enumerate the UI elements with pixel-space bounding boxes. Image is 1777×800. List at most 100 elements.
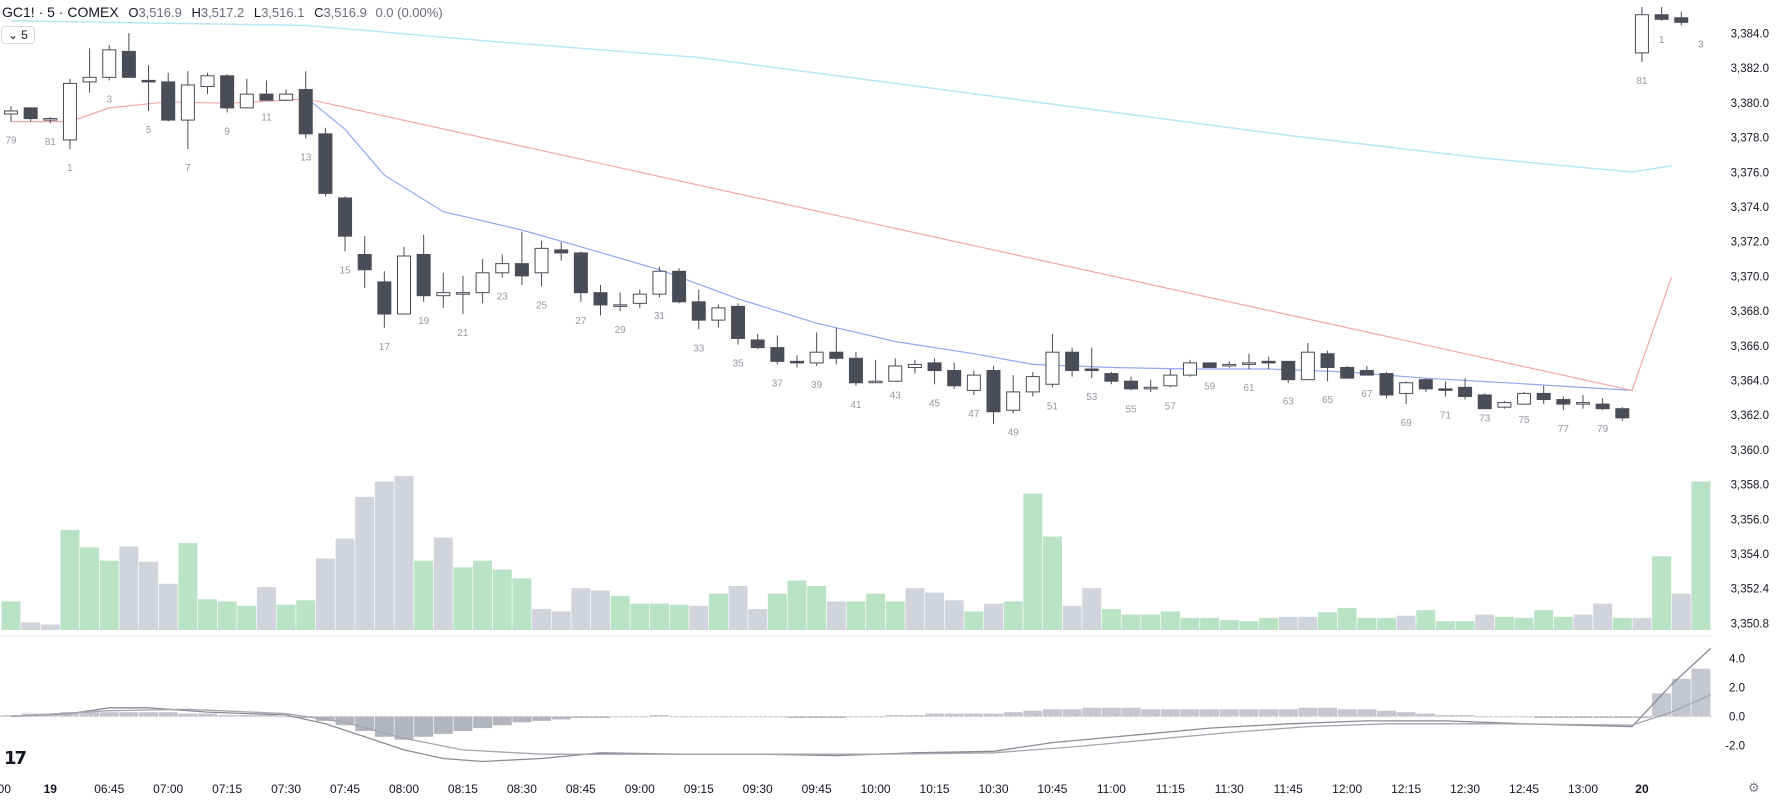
macd-histogram-bar xyxy=(374,716,394,737)
candle-body xyxy=(790,360,804,364)
bar-count-label: 11 xyxy=(261,113,272,124)
macd-histogram-bar xyxy=(99,712,119,717)
candle xyxy=(1006,375,1021,414)
candle xyxy=(573,251,588,302)
time-tick-label: 10:00 xyxy=(861,782,891,796)
price-tick-label: 3,354.0 xyxy=(1731,549,1769,561)
macd-histogram-bar xyxy=(1042,709,1062,717)
candle xyxy=(338,196,353,252)
macd-histogram-bar xyxy=(1219,709,1239,717)
candle xyxy=(1300,343,1315,381)
volume-bar xyxy=(1141,614,1161,630)
macd-line xyxy=(10,647,1712,763)
candle xyxy=(593,285,608,316)
volume-bar xyxy=(964,611,984,630)
volume-bar xyxy=(1357,617,1377,630)
candle-body xyxy=(809,351,824,364)
bar-count-label: 41 xyxy=(850,400,862,411)
bar-count-label: 1 xyxy=(1659,35,1665,46)
candle xyxy=(1143,379,1158,392)
candle xyxy=(1261,356,1276,369)
candle xyxy=(1163,368,1178,388)
price-tick-label: 3,372.0 xyxy=(1731,237,1769,249)
candle-body xyxy=(1045,351,1060,385)
macd-histogram-bar xyxy=(1514,716,1534,718)
volume-bar xyxy=(99,560,119,630)
symbol-title[interactable]: GC1! · 5 · COMEX xyxy=(2,4,119,20)
price-tick-label: 3,366.0 xyxy=(1731,341,1769,353)
tradingview-logo-icon[interactable]: 17 xyxy=(4,748,27,769)
candle-body xyxy=(1261,360,1276,364)
candle xyxy=(279,89,294,101)
candle-body xyxy=(927,362,942,372)
candle-body xyxy=(1104,373,1119,382)
low-label: L xyxy=(253,5,262,20)
candle xyxy=(1084,347,1099,379)
volume-bar xyxy=(335,538,355,630)
time-tick-label: 12:45 xyxy=(1509,782,1539,796)
candle xyxy=(455,275,470,315)
price-tick-label: 3,352.4 xyxy=(1731,584,1770,596)
bar-count-label: 73 xyxy=(1479,414,1491,425)
bar-count-label: 81 xyxy=(1636,76,1648,87)
macd-histogram-bar xyxy=(80,712,100,717)
volume-bar xyxy=(551,611,571,630)
time-tick-label: 06:45 xyxy=(94,782,124,796)
macd-histogram-bar xyxy=(335,716,355,726)
volume-bar xyxy=(1160,611,1180,630)
candle-body xyxy=(239,93,254,109)
candle-body xyxy=(4,110,18,115)
price-tick-label: 3,376.0 xyxy=(1731,167,1769,179)
price-tick-label: 3,362.0 xyxy=(1731,410,1769,422)
price-tick-label: 3,360.0 xyxy=(1731,445,1769,457)
candle xyxy=(377,271,392,328)
macd-histogram-bar xyxy=(178,713,198,717)
price-axis[interactable]: 3,384.0 3,382.0 3,380.0 3,378.0 3,376.0 3,374… xyxy=(1725,29,1769,753)
candle xyxy=(750,333,765,350)
macd-histogram-bar xyxy=(1239,709,1259,717)
candle xyxy=(357,236,372,289)
price-tick-label: 3,364.0 xyxy=(1731,376,1769,388)
macd-histogram-bar xyxy=(1278,709,1298,717)
time-tick-label: 11:30 xyxy=(1215,782,1244,796)
bar-count-label: 65 xyxy=(1322,395,1334,406)
candle xyxy=(790,355,804,368)
candle xyxy=(1124,376,1139,391)
bar-count-label: 71 xyxy=(1440,410,1452,421)
macd-histogram-bar xyxy=(1553,716,1573,718)
time-tick-label: 20 xyxy=(1635,782,1649,796)
volume-bar xyxy=(1475,614,1495,630)
volume-bar xyxy=(158,583,178,630)
candle-body xyxy=(613,304,628,307)
bar-count-label: 81 xyxy=(45,137,57,148)
settings-icon[interactable]: ⚙ xyxy=(1748,780,1760,795)
candle-body xyxy=(1143,386,1158,390)
macd-histogram-bar xyxy=(964,713,984,717)
price-tick-label: 3,380.0 xyxy=(1731,98,1769,110)
bar-count-label: 37 xyxy=(772,378,784,389)
candle xyxy=(436,272,451,308)
volume-bar xyxy=(866,593,886,630)
candle xyxy=(1281,360,1296,383)
candle-body xyxy=(338,197,353,237)
candle-body xyxy=(966,374,981,391)
bar-count-label: 61 xyxy=(1243,383,1255,394)
candle-body xyxy=(279,93,294,101)
macd-histogram-bar xyxy=(1593,716,1613,718)
interval-button[interactable]: ⌄ 5 xyxy=(1,26,35,44)
time-tick-label: 13:00 xyxy=(1568,782,1598,796)
macd-histogram-bar xyxy=(473,716,493,729)
candle-body xyxy=(1399,382,1414,394)
candle-body xyxy=(102,49,117,78)
time-tick-label: 11:45 xyxy=(1274,782,1303,796)
price-tick-label: 3,384.0 xyxy=(1731,29,1769,41)
ma-fast-line xyxy=(11,98,1672,392)
volume-bar xyxy=(315,558,335,630)
candle-body xyxy=(947,370,962,387)
macd-histogram-bar xyxy=(158,712,178,717)
volume-bar xyxy=(1219,620,1239,630)
time-axis[interactable]: 3:00 19 06:45 07:00 07:15 07:30 07:45 08:00 08:1… xyxy=(0,782,1649,796)
candle-body xyxy=(259,93,274,101)
candles-pane[interactable] xyxy=(4,7,1689,424)
